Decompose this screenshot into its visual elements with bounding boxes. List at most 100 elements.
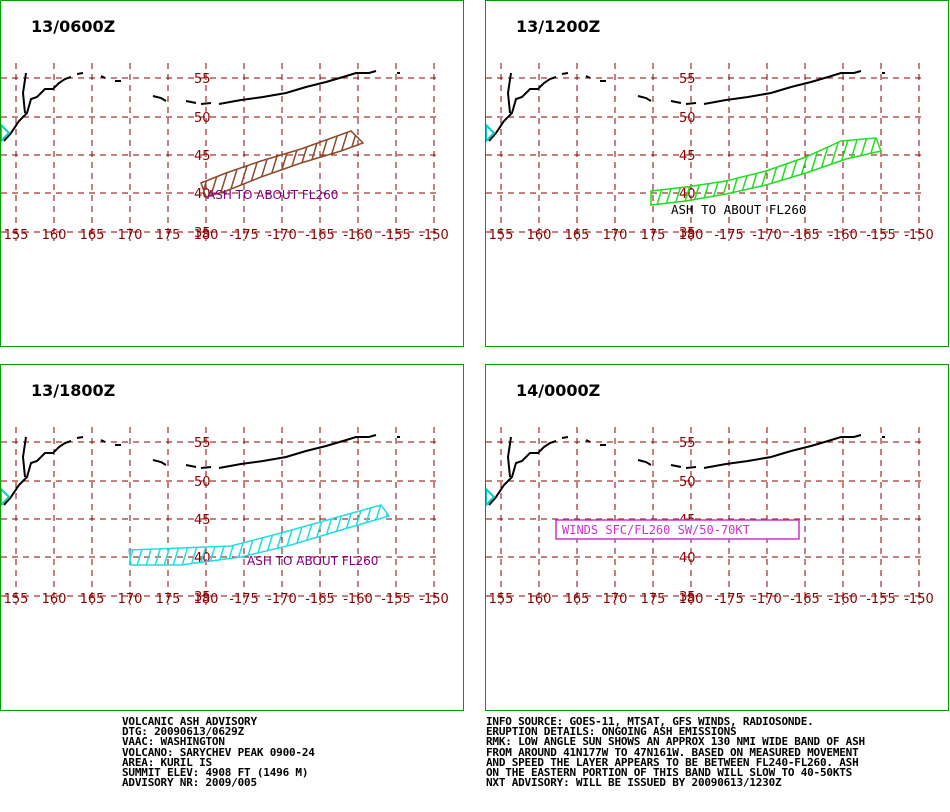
coastline-kamchatka — [506, 72, 512, 114]
coastline-island — [76, 72, 84, 75]
longitude-label: -170 — [752, 592, 782, 607]
coastline-island — [585, 439, 606, 446]
longitude-label: -175 — [714, 228, 744, 243]
longitude-label: 160 — [527, 228, 552, 243]
longitude-label: 165 — [565, 592, 590, 607]
coastline-kamchatka — [3, 76, 72, 142]
ash-height-label: ASH TO ABOUT FL260 — [207, 188, 338, 202]
advisory-line: ON THE EASTERN PORTION OF THIS BAND WILL… — [486, 766, 853, 780]
longitude-label: 155 — [489, 228, 514, 243]
forecast-panel-4: 155 160 165 170 175 180 -175 -170 -165 -160 -155 -1… — [485, 364, 949, 711]
coastline-island — [76, 436, 84, 439]
longitude-label: 170 — [118, 592, 143, 607]
lat-lon-grid: 155 160 165 170 175 180 -175 -170 -165 -160 -155 -1… — [486, 63, 934, 243]
volcano-marker-icon — [486, 123, 496, 143]
longitude-label: -165 — [790, 228, 820, 243]
coastline-island — [561, 72, 569, 75]
coastline-island — [585, 75, 606, 82]
latitude-label: 50 — [679, 475, 696, 490]
coastline-aleutians — [637, 459, 652, 466]
longitude-label: 175 — [641, 228, 666, 243]
longitude-label: -160 — [343, 228, 373, 243]
longitude-label: -150 — [904, 228, 934, 243]
lat-lon-grid: 155 160 165 170 175 180 -175 -170 -165 -160 -155 -1… — [1, 63, 449, 243]
map-panel-3: 155 160 165 170 175 180 -175 -170 -165 -160 -155 -1… — [1, 427, 449, 607]
longitude-label: 170 — [118, 228, 143, 243]
ash-cloud-outline — [128, 504, 391, 566]
advisory-line: AREA: KURIL IS — [122, 755, 212, 769]
coastline-alaska — [703, 70, 862, 105]
latitude-label: 55 — [194, 72, 211, 87]
ash-cloud — [200, 130, 365, 198]
longitude-label: 180 — [194, 228, 219, 243]
ash-height-label: ASH TO ABOUT FL260 — [671, 202, 806, 217]
latitude-label: 45 — [194, 149, 211, 164]
latitude-label: 50 — [679, 111, 696, 126]
longitude-label: -170 — [752, 228, 782, 243]
longitude-label: 155 — [4, 228, 29, 243]
longitude-label: -165 — [790, 592, 820, 607]
advisory-line: AND SPEED THE LAYER APPEARS TO BE BETWEE… — [486, 755, 859, 769]
longitude-label: -175 — [229, 228, 259, 243]
longitude-label: -155 — [866, 592, 896, 607]
latitude-label: 55 — [679, 72, 696, 87]
longitude-label: 175 — [641, 592, 666, 607]
coastline-alaska — [218, 434, 377, 469]
advisory-line: DTG: 20090613/0629Z — [122, 725, 245, 739]
forecast-panel-1: 155 160 165 170 175 180 -175 -170 -165 -160 -155 -1… — [0, 0, 464, 347]
coastline-kamchatka — [21, 72, 27, 114]
longitude-label: -155 — [381, 228, 411, 243]
advisory-line: VAAC: WASHINGTON — [122, 735, 225, 749]
coastline-aleutians — [670, 100, 697, 105]
panel-valid-time: 13/1200Z — [516, 17, 601, 36]
lat-lon-grid: 155 160 165 170 175 180 -175 -170 -165 -160 -155 -1… — [1, 427, 449, 607]
latitude-label: 35 — [194, 226, 211, 241]
lat-lon-grid: 155 160 165 170 175 180 -175 -170 -165 -160 -155 -1… — [486, 427, 934, 607]
longitude-label: -175 — [714, 592, 744, 607]
advisory-line: ADVISORY NR: 2009/005 — [122, 776, 257, 790]
panel-valid-time: 13/1800Z — [31, 381, 116, 400]
coastline-aleutians — [185, 464, 212, 469]
coastline-island — [100, 439, 121, 446]
latitude-label: 40 — [679, 551, 696, 566]
advisory-line: ERUPTION DETAILS: ONGOING ASH EMISSIONS — [486, 725, 737, 739]
coastline-island — [100, 75, 121, 82]
longitude-label: -160 — [343, 592, 373, 607]
longitude-label: 165 — [565, 228, 590, 243]
longitude-label: 155 — [489, 592, 514, 607]
longitude-label: 165 — [80, 592, 105, 607]
coastline-aleutians — [152, 95, 167, 102]
longitude-label: -155 — [866, 228, 896, 243]
latitude-label: 45 — [194, 513, 211, 528]
coastline-kamchatka — [488, 76, 557, 142]
longitude-label: 160 — [527, 592, 552, 607]
ash-cloud — [128, 504, 391, 566]
longitude-label: -155 — [381, 592, 411, 607]
advisory-line: RMK: LOW ANGLE SUN SHOWS AN APPROX 130 N… — [486, 735, 865, 749]
latitude-label: 50 — [194, 111, 211, 126]
longitude-label: 180 — [679, 592, 704, 607]
latitude-label: 50 — [194, 475, 211, 490]
longitude-label: 175 — [156, 228, 181, 243]
forecast-panel-3: 155 160 165 170 175 180 -175 -170 -165 -160 -155 -1… — [0, 364, 464, 711]
longitude-label: 165 — [80, 228, 105, 243]
coastline-aleutians — [637, 95, 652, 102]
longitude-label: 155 — [4, 592, 29, 607]
forecast-panel-2: 155 160 165 170 175 180 -175 -170 -165 -160 -155 -1… — [485, 0, 949, 347]
coastline — [488, 434, 885, 506]
longitude-label: -170 — [267, 228, 297, 243]
longitude-label: 175 — [156, 592, 181, 607]
latitude-label: 55 — [194, 436, 211, 451]
coastline-kamchatka — [21, 436, 27, 478]
coastline — [488, 70, 885, 142]
coastline — [3, 70, 400, 142]
longitude-label: -150 — [419, 228, 449, 243]
coastline-aleutians — [670, 464, 697, 469]
latitude-label: 45 — [679, 149, 696, 164]
longitude-label: -150 — [419, 592, 449, 607]
panel-valid-time: 14/0000Z — [516, 381, 601, 400]
longitude-label: -160 — [828, 228, 858, 243]
advisory-remarks-block: INFO SOURCE: GOES-11, MTSAT, GFS WINDS, … — [486, 716, 865, 788]
map-panel-4: 155 160 165 170 175 180 -175 -170 -165 -160 -155 -1… — [486, 427, 934, 607]
longitude-label: -170 — [267, 592, 297, 607]
